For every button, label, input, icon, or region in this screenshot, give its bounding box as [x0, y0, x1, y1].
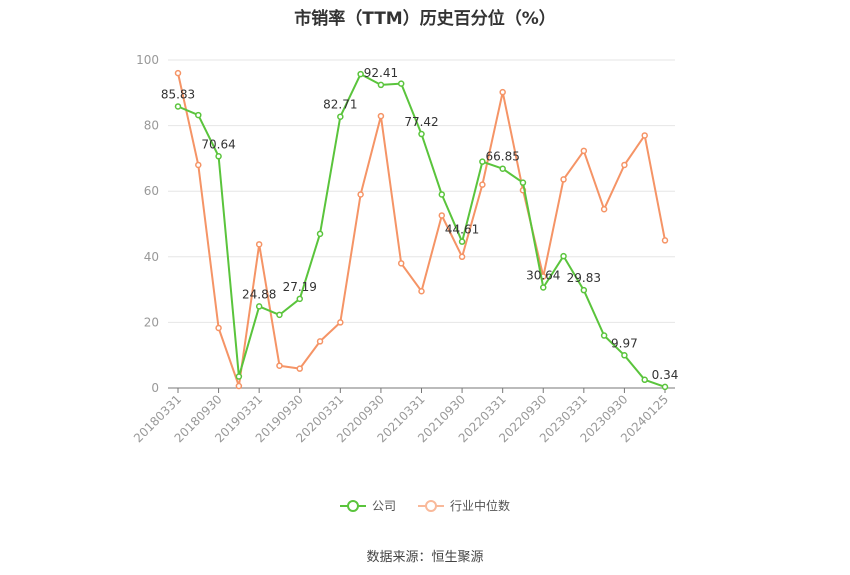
legend-label-company: 公司 [371, 499, 396, 513]
data-point-industry-median [255, 241, 263, 248]
data-point-industry-median [600, 205, 608, 213]
chart-title: 市销率（TTM）历史百分位（%） [294, 9, 556, 29]
axes: 0204060801002018033120180930201903312019… [131, 53, 675, 445]
data-point-industry-median [316, 338, 324, 345]
data-label: 30.64 [526, 269, 560, 283]
data-point-company [580, 286, 588, 294]
data-label: 24.88 [242, 287, 276, 301]
data-point-industry-median [458, 253, 466, 261]
data-point-industry-median [397, 260, 405, 267]
data-point-industry-median [479, 181, 486, 188]
y-tick-label: 0 [151, 381, 159, 395]
data-point-company [458, 238, 466, 245]
data-point-company [560, 252, 567, 260]
data-label: 70.64 [201, 137, 235, 151]
y-tick-label: 100 [136, 53, 159, 67]
source-note: 数据来源：恒生聚源 [366, 550, 484, 565]
data-point-company [519, 179, 527, 186]
data-point-company [499, 165, 506, 172]
data-point-company [540, 284, 547, 291]
data-point-company [174, 103, 182, 110]
data-point-company [215, 153, 222, 160]
data-point-industry-median [337, 319, 344, 326]
data-point-company [296, 295, 303, 303]
data-label: 82.71 [323, 98, 357, 112]
data-point-company [661, 383, 669, 391]
data-point-industry-median [377, 112, 385, 120]
data-label: 0.34 [652, 368, 679, 382]
data-point-company [397, 80, 405, 87]
data-point-industry-median [418, 287, 425, 295]
data-point-industry-median [661, 237, 669, 244]
data-point-company [195, 111, 202, 119]
y-tick-label: 20 [144, 315, 159, 329]
y-tick-label: 80 [144, 119, 159, 133]
data-point-company [276, 311, 283, 319]
data-point-industry-median [276, 362, 283, 369]
legend-swatch-industry-icon [418, 499, 444, 513]
data-label: 44.61 [445, 223, 479, 237]
data-point-industry-median [357, 191, 364, 198]
data-point-industry-median [641, 132, 648, 139]
data-label: 77.42 [404, 115, 438, 129]
data-point-company [337, 113, 344, 120]
data-point-industry-median [215, 324, 222, 332]
data-point-company [438, 191, 446, 198]
data-point-industry-median [621, 161, 628, 169]
data-point-industry-median [195, 161, 202, 169]
data-point-company [357, 70, 364, 78]
data-point-company [418, 130, 425, 138]
data-point-company [235, 373, 243, 380]
data-label: 92.41 [364, 66, 398, 80]
data-point-company [377, 81, 385, 89]
data-label: 29.83 [567, 271, 601, 285]
data-label: 9.97 [611, 336, 638, 350]
data-label: 85.83 [161, 87, 195, 101]
data-labels: 85.83 70.64 24.88 27.19 82.71 92.41 77.42 44.61… [161, 66, 679, 382]
data-label: 27.19 [283, 280, 317, 294]
legend-item-industry-median[interactable]: 行业中位数 [418, 497, 510, 514]
data-point-industry-median [580, 147, 588, 155]
data-point-industry-median [499, 88, 506, 96]
data-point-company [316, 230, 324, 238]
data-point-industry-median [296, 365, 303, 372]
legend-swatch-company-icon [339, 499, 366, 513]
series-lines [174, 69, 669, 391]
y-tick-label: 40 [144, 250, 159, 264]
legend-item-company[interactable]: 公司 [339, 497, 396, 514]
data-point-industry-median [235, 382, 243, 390]
data-label: 66.85 [485, 150, 519, 164]
data-point-company [255, 303, 263, 310]
data-point-company [479, 158, 486, 165]
data-point-company [621, 352, 628, 359]
legend: 公司 行业中位数 [0, 497, 850, 514]
data-point-company [600, 332, 608, 339]
data-point-company [641, 376, 648, 384]
data-point-industry-median [438, 212, 446, 219]
y-tick-label: 60 [144, 184, 159, 198]
legend-label-industry-median: 行业中位数 [450, 499, 511, 513]
data-point-industry-median [560, 176, 567, 183]
data-point-industry-median [174, 69, 182, 77]
grid-lines [168, 59, 675, 323]
